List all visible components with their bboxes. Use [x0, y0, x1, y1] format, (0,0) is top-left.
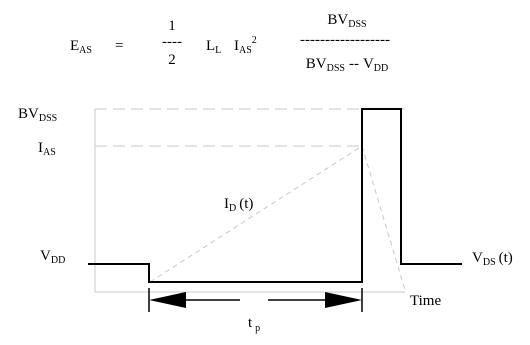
formula-lhs: EAS: [70, 38, 92, 56]
bvdss-label: BVDSS: [18, 106, 57, 124]
id-decay-line: [361, 145, 406, 291]
tp-left-arrowhead: [149, 292, 186, 308]
formula-equals: =: [115, 38, 123, 54]
formula-ratio-bar: ------------------: [300, 32, 390, 48]
ias-label: IAS: [38, 140, 56, 158]
tp-right-arrowhead: [325, 292, 362, 308]
formula-half-numerator: 1: [168, 18, 176, 34]
formula-ratio-denominator: BVDSS -- VDD: [306, 56, 389, 74]
vdd-label: VDD: [40, 248, 65, 266]
time-label: Time: [410, 293, 441, 309]
id-label: ID (t): [224, 196, 253, 214]
tp-label-gap: [240, 298, 268, 302]
vds-label: VDS (t): [472, 250, 513, 268]
id-ramp-line: [149, 145, 363, 283]
vds-waveform: [88, 108, 462, 283]
formula-half-denominator: 2: [168, 52, 176, 68]
formula-current-squared: IAS2: [234, 35, 257, 56]
guide-lines: [94, 108, 406, 293]
formula-ratio-numerator: BVDSS: [327, 12, 366, 30]
formula-half-bar: ----: [162, 34, 182, 50]
avalanche-energy-formula: EAS = 1 ---- 2 LL IAS2 BVDSS -----------…: [70, 12, 390, 74]
formula-inductance: LL: [206, 38, 221, 56]
